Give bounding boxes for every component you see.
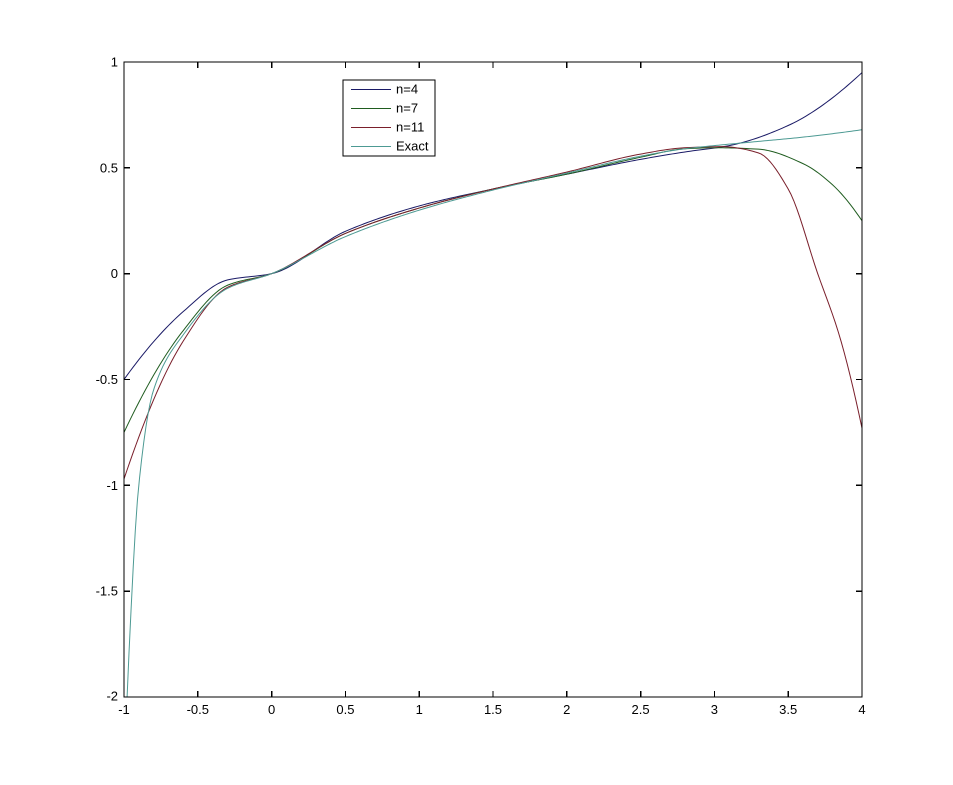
svg-text:1: 1 bbox=[111, 55, 118, 70]
svg-text:2: 2 bbox=[563, 702, 570, 717]
svg-text:0: 0 bbox=[111, 266, 118, 281]
svg-text:3: 3 bbox=[711, 702, 718, 717]
svg-text:4: 4 bbox=[858, 702, 865, 717]
svg-text:-0.5: -0.5 bbox=[187, 702, 209, 717]
svg-text:1.5: 1.5 bbox=[484, 702, 502, 717]
svg-text:-0.5: -0.5 bbox=[96, 372, 118, 387]
svg-text:-1: -1 bbox=[106, 478, 118, 493]
svg-text:-2: -2 bbox=[106, 689, 118, 704]
svg-text:0.5: 0.5 bbox=[100, 160, 118, 175]
svg-text:n=4: n=4 bbox=[396, 82, 418, 97]
svg-text:0: 0 bbox=[268, 702, 275, 717]
svg-text:-1: -1 bbox=[118, 702, 130, 717]
svg-text:3.5: 3.5 bbox=[779, 702, 797, 717]
svg-text:n=7: n=7 bbox=[396, 101, 418, 116]
svg-text:Exact: Exact bbox=[396, 139, 429, 154]
svg-text:n=11: n=11 bbox=[396, 120, 424, 135]
svg-text:1: 1 bbox=[416, 702, 423, 717]
svg-text:-1.5: -1.5 bbox=[96, 584, 118, 599]
svg-text:0.5: 0.5 bbox=[336, 702, 354, 717]
svg-text:2.5: 2.5 bbox=[632, 702, 650, 717]
